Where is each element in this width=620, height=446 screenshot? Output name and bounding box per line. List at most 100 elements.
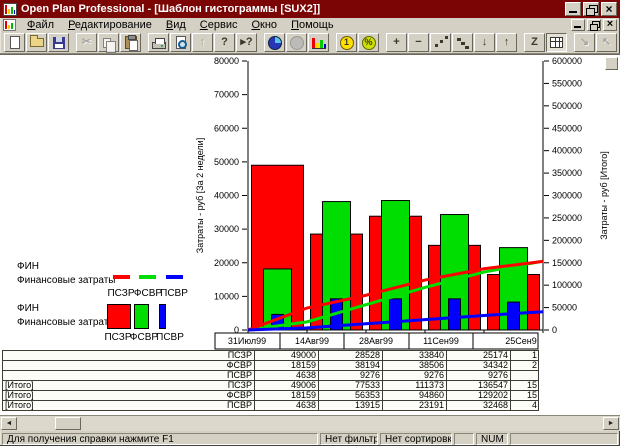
table-cell[interactable]: 15: [510, 381, 539, 390]
table-row[interactable]: [Итого] ПСВР 4638 13915 23191 32468 4: [2, 400, 539, 411]
table-cell[interactable]: 49006: [254, 381, 318, 390]
svg-text:50000: 50000: [552, 303, 577, 313]
row-code-label: ФСВР: [226, 391, 252, 400]
remove-button[interactable]: −: [408, 33, 429, 52]
table-cell[interactable]: 9276: [446, 371, 510, 380]
save-button[interactable]: [48, 33, 69, 52]
table-cell[interactable]: 28528: [318, 351, 382, 360]
row-header-cell: ФСВР: [3, 361, 254, 370]
table-cell[interactable]: 49000: [254, 351, 318, 360]
import-icon: ↑: [199, 36, 206, 48]
mdi-minimize-button[interactable]: [571, 19, 585, 31]
table-cell[interactable]: 15: [510, 391, 539, 400]
menu-window[interactable]: Окно: [251, 19, 278, 31]
row-group-label: [Итого]: [5, 391, 34, 400]
table-cell[interactable]: 136547: [446, 381, 510, 390]
open-button[interactable]: [26, 33, 47, 52]
percent-complete-button[interactable]: %: [358, 33, 379, 52]
table-cell[interactable]: 77533: [318, 381, 382, 390]
table-cell[interactable]: 4638: [254, 401, 318, 410]
table-cell[interactable]: 94860: [382, 391, 446, 400]
help-button[interactable]: ?: [214, 33, 235, 52]
table-cell[interactable]: 13915: [318, 401, 382, 410]
legend-bar-label: ПСВР: [156, 332, 184, 343]
menu-view[interactable]: Вид: [165, 19, 186, 31]
scroll-left-icon[interactable]: ◄: [1, 417, 17, 430]
sort-z-button[interactable]: Z: [524, 33, 545, 52]
add-icon: +: [393, 36, 400, 48]
table-cell[interactable]: 56353: [318, 391, 382, 400]
open-icon: [29, 35, 44, 47]
window-title: Open Plan Professional - [Шаблон гистогр…: [21, 3, 321, 15]
minimize-button[interactable]: [565, 2, 581, 16]
close-button[interactable]: [601, 2, 617, 16]
copy-icon: [103, 37, 116, 53]
table-cell[interactable]: [510, 371, 539, 380]
menu-tools[interactable]: Сервис: [199, 19, 238, 31]
table-cell[interactable]: 9276: [382, 371, 446, 380]
table-cell[interactable]: 111373: [382, 381, 446, 390]
x-axis-label: 28Авг99: [359, 336, 393, 346]
document-icon[interactable]: [3, 19, 16, 31]
table-cell[interactable]: 18159: [254, 391, 318, 400]
cost-units-button[interactable]: 1: [336, 33, 357, 52]
resource-analysis-icon: [289, 35, 304, 50]
horizontal-scrollbar[interactable]: ◄ ►: [0, 415, 620, 431]
table-cell[interactable]: 23191: [382, 401, 446, 410]
line-legend-title: ФИН Финансовые затраты: [17, 261, 116, 286]
table-cell[interactable]: 4638: [254, 371, 318, 380]
resource-analysis-button: [286, 33, 307, 52]
print-button[interactable]: [148, 33, 169, 52]
menu-help[interactable]: Помощь: [291, 19, 334, 31]
context-help-icon: ▸?: [240, 36, 253, 48]
corner-out-icon: ↘: [579, 36, 590, 48]
table-cell[interactable]: 129202: [446, 391, 510, 400]
new-button[interactable]: [4, 33, 25, 52]
cut-icon: ✂: [81, 36, 92, 48]
time-analysis-button[interactable]: [264, 33, 285, 52]
paste-button[interactable]: [120, 33, 141, 52]
steps-button[interactable]: [452, 33, 473, 52]
save-icon: [52, 36, 65, 49]
table-view-button[interactable]: [546, 33, 567, 52]
table-cell[interactable]: 33840: [382, 351, 446, 360]
row-code-label: ПСЗР: [227, 381, 252, 390]
table-cell[interactable]: 38194: [318, 361, 382, 370]
table-cell[interactable]: 9276: [318, 371, 382, 380]
corner-in-icon: ↖: [601, 36, 612, 48]
status-empty-2: [510, 432, 618, 445]
table-cell[interactable]: 25174: [446, 351, 510, 360]
svg-text:60000: 60000: [214, 123, 239, 133]
remove-icon: −: [415, 36, 422, 48]
scroll-thumb[interactable]: [55, 417, 81, 430]
table-cell[interactable]: 32468: [446, 401, 510, 410]
print-preview-button[interactable]: [170, 33, 191, 52]
table-cell[interactable]: 2: [510, 361, 539, 370]
x-axis-label: 25Сен9: [505, 336, 537, 346]
trace-dots-button[interactable]: [430, 33, 451, 52]
print-icon: [151, 37, 166, 49]
mdi-close-button[interactable]: [603, 19, 617, 31]
scroll-right-icon[interactable]: ►: [603, 417, 619, 430]
help-icon: ?: [221, 36, 228, 48]
paste-icon: [124, 35, 138, 51]
mdi-restore-button[interactable]: [587, 19, 601, 31]
table-cell[interactable]: 18159: [254, 361, 318, 370]
svg-text:20000: 20000: [214, 258, 239, 268]
menu-edit[interactable]: Редактирование: [68, 19, 152, 31]
time-analysis-icon: [267, 35, 282, 50]
move-down-button[interactable]: ↓: [474, 33, 495, 52]
table-cell[interactable]: 38506: [382, 361, 446, 370]
add-button[interactable]: +: [386, 33, 407, 52]
table-cell[interactable]: 34342: [446, 361, 510, 370]
histogram-view-button[interactable]: [308, 33, 329, 52]
context-help-button[interactable]: ▸?: [236, 33, 257, 52]
table-cell[interactable]: 4: [510, 401, 539, 410]
move-up-button[interactable]: ↑: [496, 33, 517, 52]
menu-file[interactable]: Файл: [27, 19, 55, 31]
restore-button[interactable]: [583, 2, 599, 16]
x-axis-label: 14Авг99: [295, 336, 329, 346]
table-cell[interactable]: 1: [510, 351, 539, 360]
vertical-scroll-stub[interactable]: [605, 57, 618, 70]
